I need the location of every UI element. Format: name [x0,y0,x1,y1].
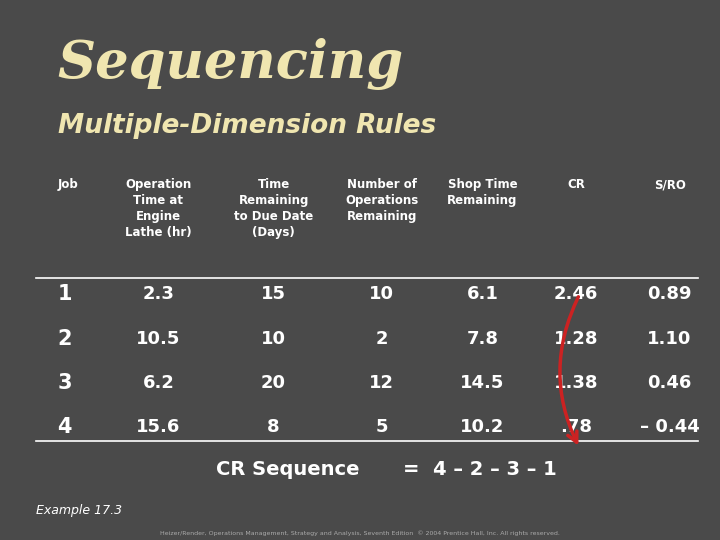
Text: 10.2: 10.2 [460,418,505,436]
Text: Multiple-Dimension Rules: Multiple-Dimension Rules [58,113,436,139]
Text: 8: 8 [267,418,280,436]
Text: – 0.44: – 0.44 [640,418,699,436]
Text: 4: 4 [58,417,72,437]
Text: CR: CR [567,178,585,191]
Text: 15.6: 15.6 [136,418,181,436]
Text: 12: 12 [369,374,394,392]
Text: 0.46: 0.46 [647,374,692,392]
Text: 6.1: 6.1 [467,285,498,303]
Text: 14.5: 14.5 [460,374,505,392]
Text: S/RO: S/RO [654,178,685,191]
Text: 2: 2 [58,328,72,349]
Text: 1.10: 1.10 [647,329,692,348]
Text: 3: 3 [58,373,72,393]
Text: .78: .78 [560,418,592,436]
Text: 1: 1 [58,284,72,305]
Text: Number of
Operations
Remaining: Number of Operations Remaining [345,178,418,223]
Text: Heizer/Render, Operations Management, Strategy and Analysis, Seventh Edition  © : Heizer/Render, Operations Management, St… [160,530,560,536]
Text: CR Sequence: CR Sequence [216,460,359,480]
Text: Sequencing: Sequencing [58,38,404,90]
Text: 20: 20 [261,374,286,392]
Text: 15: 15 [261,285,286,303]
Text: 0.89: 0.89 [647,285,692,303]
Text: 2.3: 2.3 [143,285,174,303]
Text: 1.38: 1.38 [554,374,598,392]
Text: 6.2: 6.2 [143,374,174,392]
Text: Job: Job [58,178,78,191]
Text: 2.46: 2.46 [554,285,598,303]
Text: 10: 10 [369,285,394,303]
Text: Example 17.3: Example 17.3 [36,504,122,517]
Text: 1.28: 1.28 [554,329,598,348]
Text: 10.5: 10.5 [136,329,181,348]
Text: 10: 10 [261,329,286,348]
Text: 2: 2 [375,329,388,348]
Text: Time
Remaining
to Due Date
(Days): Time Remaining to Due Date (Days) [234,178,313,239]
Text: Operation
Time at
Engine
Lathe (hr): Operation Time at Engine Lathe (hr) [125,178,192,239]
Text: Shop Time
Remaining: Shop Time Remaining [447,178,518,207]
Text: =  4 – 2 – 3 – 1: = 4 – 2 – 3 – 1 [403,460,557,480]
Text: 7.8: 7.8 [467,329,498,348]
Text: 5: 5 [375,418,388,436]
